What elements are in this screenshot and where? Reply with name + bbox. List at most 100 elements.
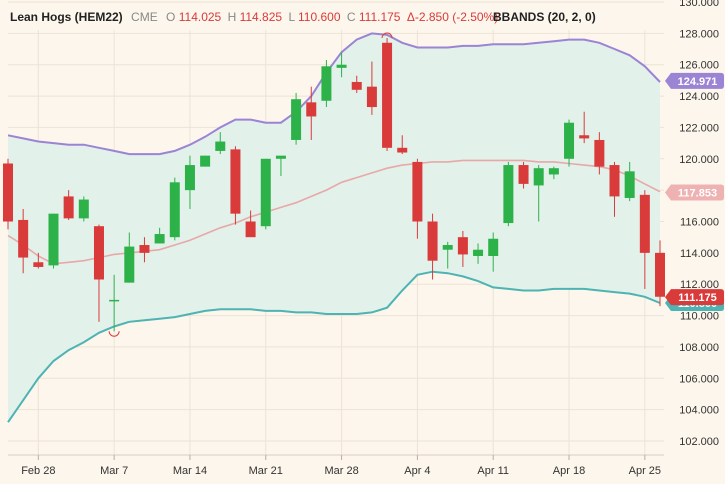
candle-body <box>594 139 605 167</box>
candle <box>139 237 150 263</box>
extreme-markers <box>108 32 393 337</box>
y-tick-label: 122.000 <box>679 122 719 134</box>
y-tick-label: 126.000 <box>679 60 719 72</box>
candle-body <box>200 155 211 167</box>
candle <box>579 111 590 144</box>
y-tick-label: 120.000 <box>679 154 719 166</box>
last-price-tag: 111.175 <box>665 289 724 306</box>
y-axis: 102.000 104.000 106.000 108.000 110.000 112.0… <box>8 0 719 456</box>
candle-body <box>321 66 332 101</box>
candle <box>275 155 286 177</box>
candle <box>503 161 514 227</box>
band-fill-area <box>8 33 660 423</box>
candle-body <box>109 299 120 302</box>
change-value: Δ-2.850 (-2.50%) <box>407 10 498 24</box>
candle-body <box>366 86 377 108</box>
candle-body <box>548 168 559 175</box>
candle-body <box>63 196 74 219</box>
x-tick-label: Apr 25 <box>629 465 661 477</box>
high-label: H <box>228 10 237 24</box>
candle-body <box>382 42 393 148</box>
candle-body <box>564 122 575 159</box>
candle-body <box>48 213 59 266</box>
y-tick-label: 106.000 <box>679 373 719 385</box>
exchange-name: CME <box>131 10 158 24</box>
candle <box>260 158 271 230</box>
candle <box>548 166 559 180</box>
candle <box>154 227 165 244</box>
candle-body <box>533 168 544 186</box>
candle <box>109 274 120 332</box>
middle-band-tag-bg <box>665 184 724 201</box>
last-price-tag-text: 111.175 <box>678 292 717 304</box>
y-tick-label: 116.000 <box>680 217 719 229</box>
y-tick-label: 108.000 <box>679 342 719 354</box>
candles <box>3 38 665 332</box>
candle-body <box>3 163 13 222</box>
candle <box>93 224 104 322</box>
candle <box>78 196 89 222</box>
candle-body <box>579 135 590 139</box>
candle <box>63 190 74 220</box>
candle <box>518 161 529 189</box>
candle-body <box>184 165 195 191</box>
candle <box>18 208 29 274</box>
middle-band-tag: 117.853 <box>665 184 724 201</box>
candle-body <box>624 171 635 198</box>
x-axis: Feb 28 Mar 7 Mar 14 Mar 21 Mar 28 Apr 4 Apr 11… <box>21 455 661 477</box>
candle-body <box>336 64 347 68</box>
candle-body <box>139 245 150 253</box>
candle-body <box>397 147 408 153</box>
y-tick-label: 124.000 <box>679 91 719 103</box>
candle <box>336 52 347 78</box>
candle-body <box>78 199 89 219</box>
candle-body <box>442 245 453 250</box>
candle-body <box>412 161 423 222</box>
y-tick-label: 104.000 <box>679 405 719 417</box>
candle <box>488 232 499 272</box>
candle <box>564 119 575 167</box>
candle-body <box>169 182 180 238</box>
y-tick-label: 114.000 <box>680 248 719 260</box>
candle <box>48 213 59 269</box>
candle <box>291 92 302 145</box>
candle <box>351 75 362 93</box>
candle <box>366 61 377 115</box>
candle <box>427 213 438 280</box>
candle-body <box>473 249 484 256</box>
candle-body <box>518 165 529 184</box>
open-label: O <box>166 10 175 24</box>
x-tick-label: Mar 7 <box>100 465 128 477</box>
candle-body <box>488 238 499 256</box>
candle <box>321 60 332 108</box>
candle-body <box>639 194 650 253</box>
candle <box>382 38 393 151</box>
candle <box>457 230 468 267</box>
candle-body <box>351 81 362 90</box>
candle <box>124 232 135 283</box>
upper-band-line <box>7 32 661 156</box>
candle <box>3 158 13 230</box>
high-value: 114.825 <box>240 10 283 24</box>
candle <box>442 241 453 269</box>
candle-body <box>33 262 44 267</box>
y-tick-label: 112.000 <box>680 279 719 291</box>
symbol-name: Lean Hogs (HEM22) <box>10 10 123 24</box>
lower-band-line <box>7 270 661 423</box>
x-tick-label: Apr 18 <box>553 465 585 477</box>
candle-body <box>655 252 665 297</box>
candle-body <box>230 149 241 214</box>
candle-body <box>124 246 135 283</box>
candle-body <box>93 226 104 280</box>
candle <box>33 252 44 269</box>
low-value: 110.600 <box>298 10 341 24</box>
period-low-marker <box>108 331 120 337</box>
upper-band-tag-bg <box>665 72 724 89</box>
x-tick-label: Mar 14 <box>173 465 207 477</box>
y-tick-label: 130.000 <box>679 0 719 9</box>
indicator-label: BBANDS (20, 2, 0) <box>493 10 596 24</box>
candle <box>639 190 650 289</box>
candle-body <box>457 237 468 255</box>
close-value: 111.175 <box>359 10 401 24</box>
